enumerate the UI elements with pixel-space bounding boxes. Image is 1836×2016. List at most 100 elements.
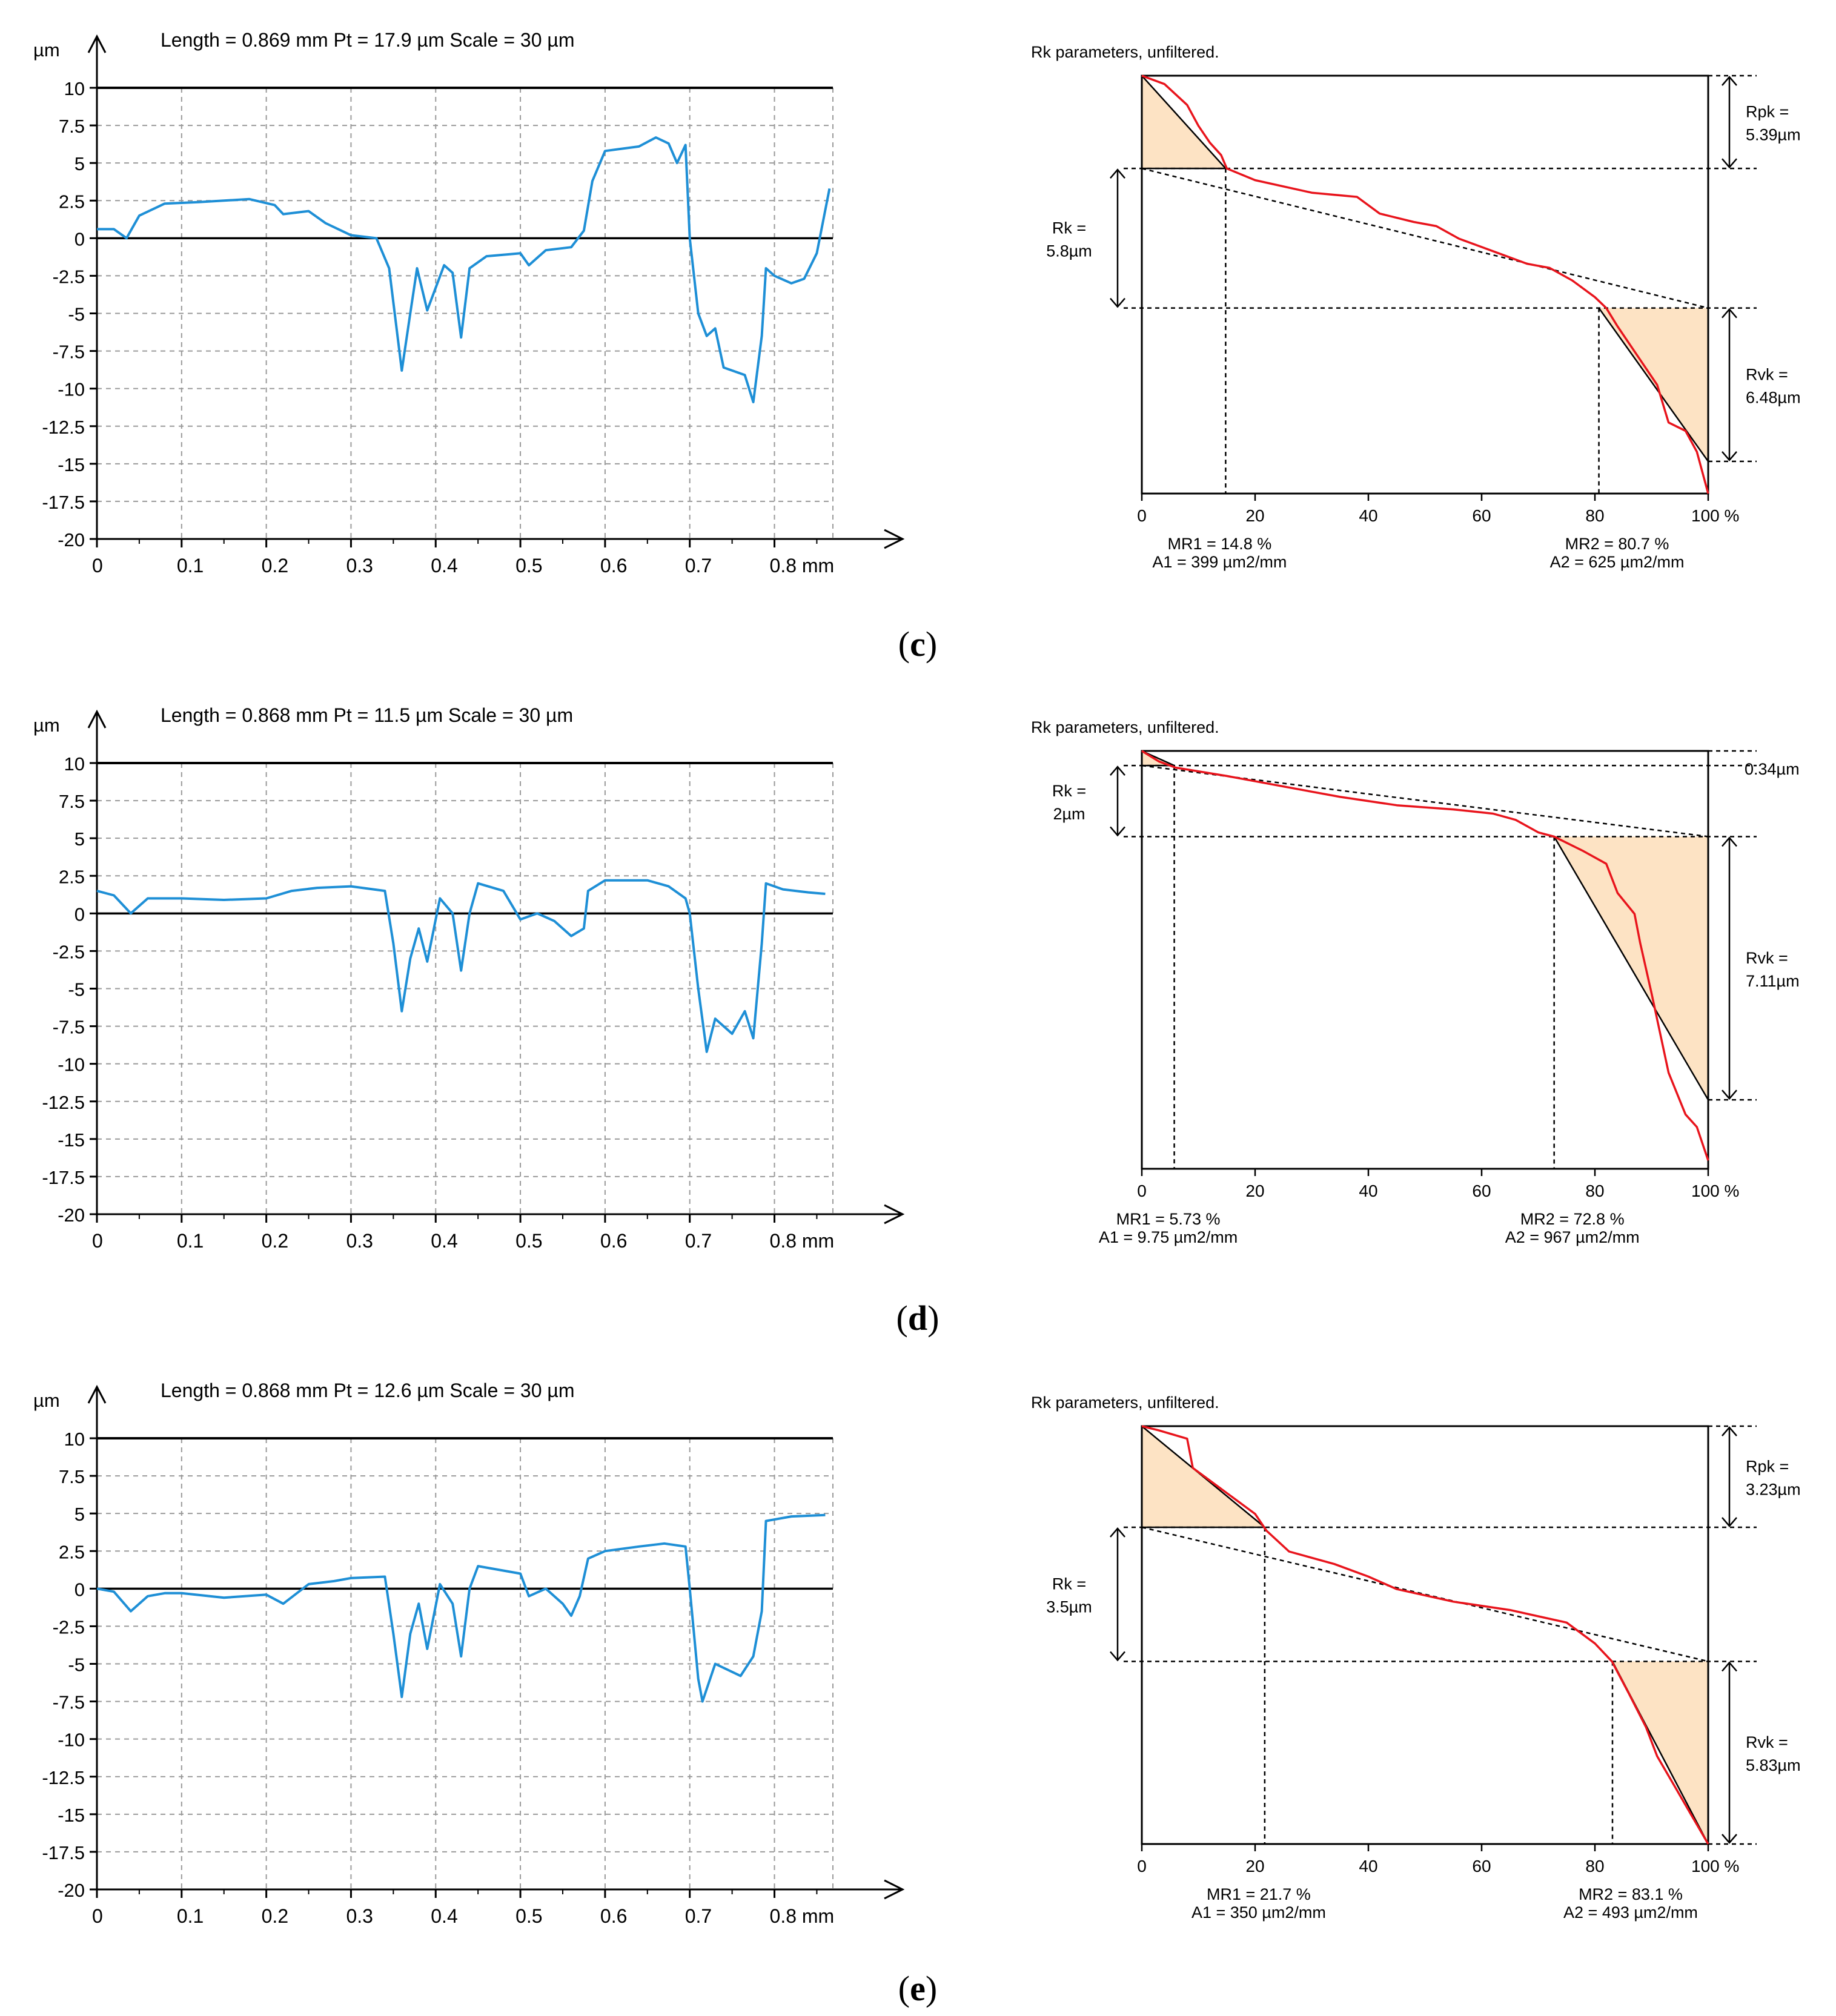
x-tick-label: 0.4 [431, 555, 457, 577]
y-axis-arrow [87, 1384, 107, 1404]
rvk-dimension-arrow-tail [1722, 1834, 1737, 1844]
mr1-text: MR1 = 5.73 % [1116, 1210, 1221, 1228]
rk-dimension-arrow-tail [1110, 1651, 1125, 1662]
y-tick-label: 10 [64, 1429, 85, 1450]
rvk-label-value: 5.83µm [1746, 1756, 1801, 1774]
x-tick-label: 0 [92, 1230, 103, 1252]
y-tick-label: -15 [58, 1805, 85, 1826]
rpk-triangle-hypotenuse [1141, 75, 1227, 170]
y-tick-label: -15 [58, 454, 85, 475]
rk-dimension-arrow-tail [1110, 826, 1125, 837]
rk-title: Rk parameters, unfiltered. [1031, 1393, 1219, 1412]
rpk-dimension-arrow-head [1722, 76, 1737, 86]
y-tick-label: -10 [58, 379, 85, 400]
rk-label-value: 2µm [1053, 805, 1085, 823]
rk-chart-e: Rk = 3.5µm Rpk = 3.23µm Rvk = 5.83µm Rk parame… [1031, 1393, 1801, 1922]
y-tick-label: -10 [58, 1054, 85, 1076]
y-tick-label: 0 [75, 228, 85, 250]
y-tick-label: -7.5 [53, 342, 85, 363]
x-tick-label: 0.5 [515, 555, 542, 577]
y-tick-label: -5 [68, 979, 85, 1000]
equivalent-straight-line [1141, 1526, 1709, 1662]
y-tick-label: -7.5 [53, 1692, 85, 1713]
rk-x-tick-label: 0 [1137, 1857, 1147, 1876]
rk-x-tick-label: 20 [1245, 1857, 1264, 1876]
rpk-label-value: 5.39µm [1746, 126, 1801, 144]
y-tick-label: -20 [58, 1880, 85, 1901]
rk-title: Rk parameters, unfiltered. [1031, 718, 1219, 736]
rk-dimension-arrow-head [1110, 765, 1125, 776]
rk-x-tick-label: 20 [1245, 506, 1264, 525]
rk-x-tick-label: 40 [1359, 1182, 1377, 1200]
y-tick-label: 2.5 [59, 1541, 85, 1562]
rvk-triangle-hypotenuse [1598, 307, 1709, 462]
y-axis-unit: µm [33, 39, 60, 61]
y-tick-label: -17.5 [42, 492, 85, 513]
a2-text: A2 = 625 µm2/mm [1550, 553, 1685, 571]
rk-frame [1141, 750, 1709, 1170]
mr1-text: MR1 = 21.7 % [1207, 1885, 1311, 1903]
rpk-label-name: Rpk = [1746, 1457, 1789, 1475]
x-tick-label: 0.3 [346, 1905, 373, 1927]
rk-x-tick-label: 100 % [1691, 1857, 1739, 1876]
y-tick-label: 2.5 [59, 866, 85, 887]
rk-x-tick-label: 80 [1585, 1182, 1604, 1200]
x-tick-label: 0.7 [685, 555, 712, 577]
rk-chart-d: Rk = 2µm 0.34µm Rvk = 7.11µm Rk parameters, u… [1031, 718, 1800, 1246]
material-ratio-curve [1141, 74, 1709, 494]
y-tick-label: 5 [75, 153, 85, 174]
x-tick-label: 0.8 mm [770, 555, 835, 577]
rk-x-tick-label: 60 [1472, 1857, 1491, 1876]
x-tick-label: 0.4 [431, 1905, 457, 1927]
x-tick-label: 0.3 [346, 1230, 373, 1252]
mr2-text: MR2 = 72.8 % [1520, 1210, 1625, 1228]
a1-text: A1 = 350 µm2/mm [1191, 1903, 1326, 1922]
y-tick-label: -5 [68, 1654, 85, 1676]
rvk-triangle-hypotenuse [1553, 836, 1709, 1100]
rk-chart-c: Rk = 5.8µm Rpk = 5.39µm Rvk = 6.48µm Rk parame… [1031, 43, 1801, 571]
rvk-dimension-arrow-head [1722, 308, 1737, 319]
y-tick-label: 2.5 [59, 191, 85, 212]
rk-dimension-arrow-head [1110, 1527, 1125, 1538]
y-tick-label: 7.5 [59, 791, 85, 812]
y-tick-label: -17.5 [42, 1167, 85, 1188]
rk-x-tick-label: 80 [1585, 1857, 1604, 1876]
rvk-dimension-arrow-tail [1722, 1089, 1737, 1100]
x-tick-label: 0.7 [685, 1230, 712, 1252]
a1-text: A1 = 9.75 µm2/mm [1099, 1228, 1238, 1246]
x-tick-label: 0.3 [346, 555, 373, 577]
rk-x-tick-label: 100 % [1691, 1182, 1739, 1200]
y-tick-label: -7.5 [53, 1017, 85, 1038]
rvk-label-name: Rvk = [1746, 949, 1788, 967]
rk-x-tick-label: 40 [1359, 506, 1377, 525]
rk-label-value: 3.5µm [1046, 1598, 1092, 1616]
rk-x-tick-label: 60 [1472, 506, 1491, 525]
y-tick-label: 5 [75, 1504, 85, 1525]
x-tick-label: 0.6 [600, 1905, 627, 1927]
rk-x-tick-label: 80 [1585, 506, 1604, 525]
x-tick-label: 0.2 [262, 1230, 288, 1252]
y-tick-label: -2.5 [53, 266, 85, 287]
profile-chart-c: 10 7.5 5 2.5 0 -2.5 -5 -7.5 -10 -12.5 -15 -17.5 -20 0… [33, 29, 905, 577]
y-axis-unit: µm [33, 1390, 60, 1411]
y-axis-arrow [87, 34, 107, 53]
y-tick-label: -12.5 [42, 417, 85, 438]
y-tick-label: 0 [75, 1579, 85, 1600]
y-axis-arrow [87, 709, 107, 729]
rpk-label-value: 0.34µm [1745, 760, 1800, 778]
rk-x-tick-label: 100 % [1691, 506, 1739, 525]
y-tick-label: -10 [58, 1730, 85, 1751]
rk-dimension-arrow-tail [1110, 297, 1125, 308]
x-tick-label: 0.1 [177, 1230, 204, 1252]
rk-label-name: Rk = [1052, 219, 1086, 237]
rk-label-value: 5.8µm [1046, 242, 1092, 260]
y-tick-label: 5 [75, 828, 85, 850]
x-axis-arrow [884, 1204, 905, 1224]
x-tick-label: 0.6 [600, 1230, 627, 1252]
material-ratio-curve [1141, 1425, 1709, 1845]
x-tick-label: 0 [92, 555, 103, 577]
x-tick-label: 0.1 [177, 1905, 204, 1927]
rk-dimension-arrow-head [1110, 168, 1125, 179]
